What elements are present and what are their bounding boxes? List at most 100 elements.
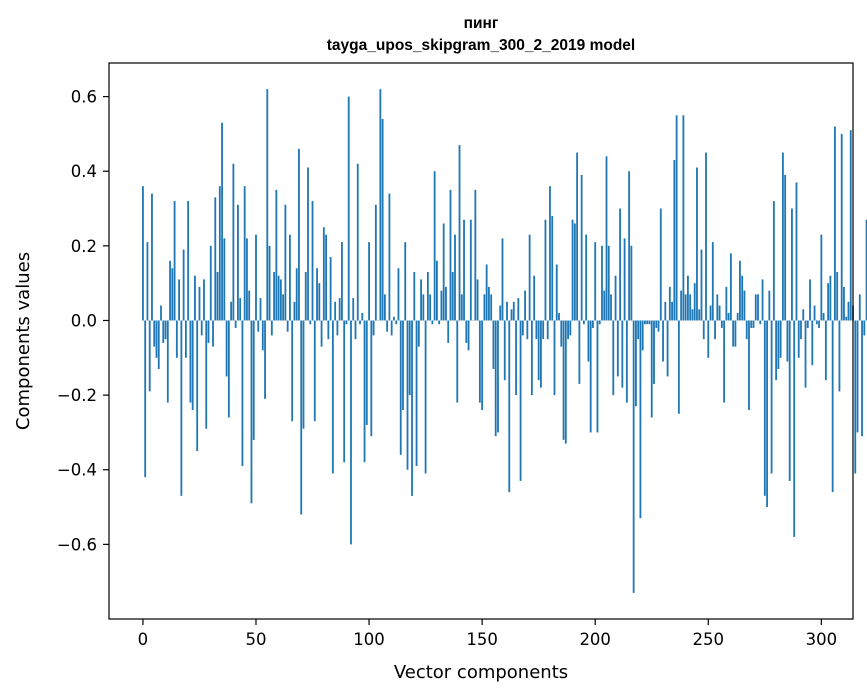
bar (761, 279, 764, 321)
bar (175, 320, 178, 358)
bar (768, 290, 771, 321)
bar (723, 320, 726, 403)
bar (675, 115, 678, 321)
bar (352, 298, 355, 321)
bar (153, 320, 156, 347)
bar (476, 279, 479, 321)
bar (334, 301, 337, 321)
bar (203, 279, 205, 321)
bar (212, 320, 214, 347)
bar (302, 320, 305, 429)
bar (157, 320, 160, 369)
bar (553, 320, 556, 396)
bar (739, 260, 741, 321)
bar (173, 201, 176, 321)
bar (151, 193, 153, 321)
bar (259, 298, 262, 321)
bar (750, 320, 753, 328)
bar (359, 320, 361, 325)
bar (413, 271, 416, 321)
bar (485, 264, 488, 321)
bar (711, 242, 714, 321)
bar (223, 238, 226, 321)
bar (815, 320, 818, 325)
bar (813, 305, 816, 321)
bar (827, 283, 830, 321)
bar (510, 309, 513, 321)
bar (230, 301, 233, 321)
bar (788, 320, 791, 481)
bar (162, 320, 165, 343)
bar (555, 264, 558, 321)
x-tick-label: 200 (579, 630, 611, 649)
bar (191, 320, 194, 411)
bar (800, 320, 802, 340)
bar (784, 174, 787, 321)
bar (415, 320, 418, 467)
bar (379, 89, 382, 321)
bar (605, 156, 608, 321)
bar (684, 294, 687, 321)
bar (809, 279, 811, 321)
bar (847, 301, 850, 321)
bar (861, 320, 863, 437)
bar (467, 320, 470, 351)
bar (182, 249, 185, 321)
bar (436, 260, 438, 321)
bar (655, 320, 658, 328)
bar (673, 160, 676, 321)
bar (662, 320, 664, 362)
bar (395, 320, 398, 325)
bar (492, 320, 495, 369)
bar (350, 320, 352, 545)
bar (291, 320, 294, 422)
bar (508, 320, 511, 493)
bar (164, 320, 167, 340)
bar (465, 320, 468, 343)
bar (635, 320, 637, 407)
bar (478, 320, 481, 403)
bar (300, 320, 303, 515)
bar (460, 294, 463, 321)
bar (725, 286, 728, 321)
bar (560, 320, 563, 347)
bar (601, 245, 603, 321)
x-tick-label: 300 (806, 630, 838, 649)
bar (865, 219, 867, 321)
bar (497, 320, 499, 433)
bar (406, 320, 409, 470)
bar (454, 234, 456, 321)
bar (517, 298, 520, 321)
bar (311, 201, 314, 321)
bar (682, 115, 685, 321)
bar (241, 320, 244, 467)
bar (838, 320, 841, 392)
bar (757, 294, 759, 321)
bar (433, 171, 436, 321)
bar (234, 320, 237, 328)
bar (180, 320, 183, 496)
bar (779, 320, 782, 358)
x-axis-ticks: 0 50 100 150 200 250 300 (138, 619, 837, 649)
bar (252, 320, 255, 440)
bar (268, 245, 271, 321)
bar (698, 309, 701, 321)
bar (822, 313, 825, 321)
bar (451, 271, 454, 321)
bar (166, 320, 169, 403)
bar (729, 253, 732, 321)
bar (402, 320, 404, 411)
bar (295, 268, 298, 321)
bar (714, 320, 716, 340)
bar (558, 313, 560, 321)
x-axis-label: Vector components (394, 662, 568, 683)
bar (623, 238, 626, 321)
bar (187, 201, 190, 321)
bar (732, 320, 735, 347)
bar (594, 242, 597, 321)
bar (261, 320, 264, 351)
bar (277, 275, 280, 321)
bar (309, 320, 312, 325)
bar (646, 320, 649, 325)
chart-title-line1: пинг (464, 15, 499, 32)
